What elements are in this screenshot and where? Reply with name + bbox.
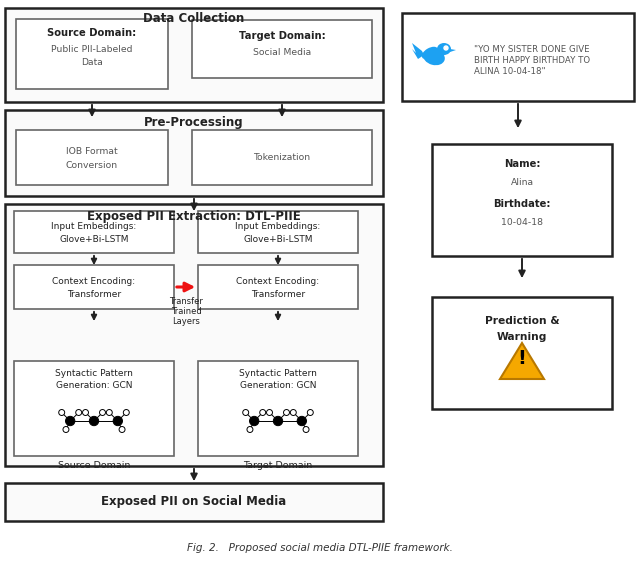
Text: Syntactic Pattern: Syntactic Pattern — [239, 369, 317, 378]
Bar — [5, 204, 383, 466]
Text: ALINA 10-04-18": ALINA 10-04-18" — [474, 67, 546, 76]
Bar — [198, 361, 358, 456]
Text: Generation: GCN: Generation: GCN — [56, 380, 132, 389]
Text: Generation: GCN: Generation: GCN — [240, 380, 316, 389]
Bar — [14, 265, 174, 309]
Text: Source Domain: Source Domain — [58, 462, 130, 471]
Circle shape — [297, 416, 307, 426]
Text: Conversion: Conversion — [66, 161, 118, 170]
Text: Source Domain:: Source Domain: — [47, 28, 136, 38]
Circle shape — [100, 410, 106, 416]
Bar — [5, 483, 383, 521]
Bar — [192, 130, 372, 185]
Circle shape — [65, 416, 75, 426]
Polygon shape — [412, 43, 424, 59]
Text: Context Encoding:: Context Encoding: — [236, 277, 319, 286]
Text: 10-04-18: 10-04-18 — [501, 218, 543, 227]
Polygon shape — [450, 49, 456, 52]
Circle shape — [243, 410, 249, 416]
Bar — [16, 19, 168, 89]
Text: Name:: Name: — [504, 159, 540, 169]
Text: Transformer: Transformer — [251, 289, 305, 298]
Text: BIRTH HAPPY BIRTHDAY TO: BIRTH HAPPY BIRTHDAY TO — [474, 56, 590, 65]
Text: Exposed PII on Social Media: Exposed PII on Social Media — [101, 495, 287, 508]
Text: !: ! — [518, 350, 527, 369]
Bar — [5, 8, 383, 102]
Circle shape — [273, 416, 283, 426]
Text: Syntactic Pattern: Syntactic Pattern — [55, 369, 133, 378]
Text: IOB Format: IOB Format — [66, 147, 118, 156]
Circle shape — [247, 426, 253, 433]
Text: Exposed PII Extraction: DTL-PIIE: Exposed PII Extraction: DTL-PIIE — [87, 209, 301, 223]
Text: Glove+Bi-LSTM: Glove+Bi-LSTM — [243, 234, 313, 243]
Bar — [14, 211, 174, 253]
Text: Public PII-Labeled: Public PII-Labeled — [51, 44, 132, 53]
Text: Context Encoding:: Context Encoding: — [52, 277, 136, 286]
Bar — [402, 13, 634, 101]
Circle shape — [59, 410, 65, 416]
Text: Fig. 2.   Proposed social media DTL-PIIE framework.: Fig. 2. Proposed social media DTL-PIIE f… — [187, 543, 453, 553]
Text: Layers: Layers — [172, 316, 200, 325]
Circle shape — [266, 410, 273, 416]
Circle shape — [307, 410, 313, 416]
Circle shape — [291, 410, 296, 416]
Text: Birthdate:: Birthdate: — [493, 199, 551, 209]
Text: Transformer: Transformer — [67, 289, 121, 298]
Text: Trained: Trained — [171, 306, 202, 315]
Bar — [14, 361, 174, 456]
Text: Social Media: Social Media — [253, 48, 311, 57]
Text: Alina: Alina — [511, 177, 534, 186]
Text: Pre-Processing: Pre-Processing — [144, 116, 244, 128]
Circle shape — [444, 46, 448, 50]
Text: Target Domain:: Target Domain: — [239, 31, 325, 41]
Circle shape — [83, 410, 88, 416]
Text: Data: Data — [81, 57, 103, 67]
Bar — [16, 130, 168, 185]
Circle shape — [76, 410, 82, 416]
Text: Transfer: Transfer — [169, 297, 203, 306]
Circle shape — [124, 410, 129, 416]
Bar — [432, 297, 612, 409]
Ellipse shape — [422, 47, 438, 59]
Text: Target Domain: Target Domain — [243, 462, 312, 471]
Ellipse shape — [437, 43, 451, 55]
Circle shape — [63, 426, 69, 433]
Circle shape — [250, 416, 259, 426]
Text: Prediction &: Prediction & — [484, 316, 559, 326]
Ellipse shape — [423, 49, 445, 65]
Text: Warning: Warning — [497, 332, 547, 342]
Circle shape — [113, 416, 122, 426]
Bar — [5, 110, 383, 196]
Bar — [192, 20, 372, 78]
Bar — [198, 265, 358, 309]
Circle shape — [106, 410, 112, 416]
Text: Glove+Bi-LSTM: Glove+Bi-LSTM — [60, 234, 129, 243]
Circle shape — [260, 410, 266, 416]
Circle shape — [119, 426, 125, 433]
Polygon shape — [500, 343, 544, 379]
Circle shape — [303, 426, 309, 433]
Bar — [198, 211, 358, 253]
Circle shape — [90, 416, 99, 426]
Text: Tokenization: Tokenization — [253, 153, 310, 162]
Text: Input Embeddings:: Input Embeddings: — [236, 222, 321, 231]
Text: Data Collection: Data Collection — [143, 11, 244, 25]
Text: Input Embeddings:: Input Embeddings: — [51, 222, 136, 231]
Text: "YO MY SISTER DONE GIVE: "YO MY SISTER DONE GIVE — [474, 44, 589, 53]
Bar — [432, 144, 612, 256]
Circle shape — [284, 410, 289, 416]
